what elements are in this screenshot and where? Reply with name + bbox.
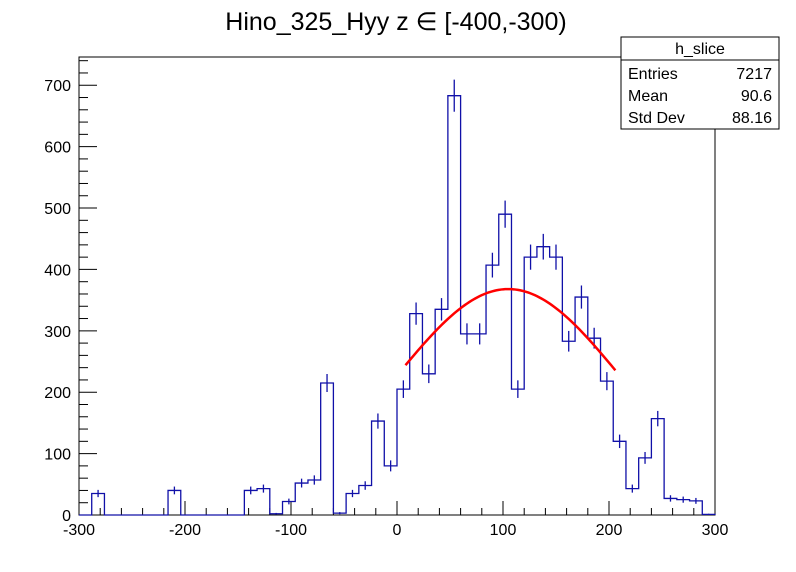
x-tick-label: -100	[275, 522, 307, 539]
x-tick-label: 200	[596, 522, 623, 539]
x-tick-label: 300	[702, 522, 729, 539]
stats-box: h_slice Entries 7217 Mean 90.6 Std Dev 8…	[620, 36, 780, 130]
y-tick-label: 300	[44, 324, 71, 341]
stats-mean-value: 90.6	[741, 88, 772, 105]
stats-entries-value: 7217	[736, 66, 772, 83]
y-axis: 0 100 200 300 400 500 600 700	[44, 60, 97, 525]
y-tick-label: 0	[62, 508, 71, 525]
stats-stddev-value: 88.16	[732, 110, 772, 127]
y-tick-label: 400	[44, 262, 71, 279]
stats-title: h_slice	[675, 41, 725, 58]
y-tick-label: 200	[44, 385, 71, 402]
x-tick-label: -300	[63, 522, 95, 539]
y-tick-label: 700	[44, 78, 71, 95]
stats-entries-label: Entries	[628, 66, 678, 83]
x-tick-label: -200	[169, 522, 201, 539]
stats-stddev-label: Std Dev	[628, 110, 685, 127]
histogram	[79, 79, 716, 516]
x-tick-label: 100	[490, 522, 517, 539]
fit-curve	[404, 287, 617, 372]
stats-mean-label: Mean	[628, 88, 668, 105]
y-tick-label: 100	[44, 447, 71, 464]
y-tick-label: 600	[44, 140, 71, 157]
chart-title: Hino_325_Hyy z ∈ [-400,-300)	[225, 8, 566, 36]
x-tick-label: 0	[393, 522, 402, 539]
histogram-outline	[79, 95, 716, 516]
x-axis: -300 -200 -100 0 100 200 300	[63, 501, 728, 539]
y-tick-label: 500	[44, 201, 71, 218]
